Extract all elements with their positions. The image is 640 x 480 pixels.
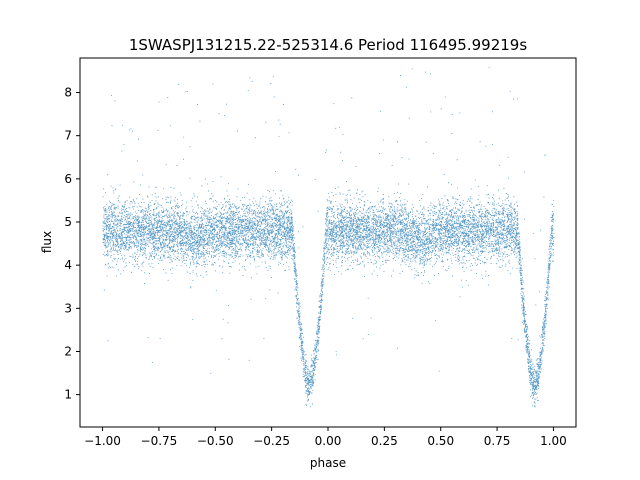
y-axis-ticks: 1 2 3 4 5 6 7 8 (64, 86, 80, 402)
y-tick-label: 8 (64, 86, 72, 100)
x-tick-label: 0.00 (315, 434, 342, 448)
chart-title: 1SWASPJ131215.22-525314.6 Period 116495.… (129, 36, 527, 54)
y-tick-label: 7 (64, 129, 72, 143)
y-tick-label: 6 (64, 172, 72, 186)
y-tick-label: 5 (64, 215, 72, 229)
x-axis-ticks: −1.00 −0.75 −0.50 −0.25 0.00 0.25 0.50 0.75 1.00 (84, 427, 567, 448)
y-tick-label: 3 (64, 301, 72, 315)
x-axis-label: phase (310, 456, 346, 470)
data-points (102, 67, 555, 408)
y-axis-label: flux (40, 231, 54, 253)
x-tick-label: 0.75 (484, 434, 511, 448)
x-tick-label: 0.50 (427, 434, 454, 448)
x-tick-label: −0.75 (141, 434, 178, 448)
y-tick-label: 1 (64, 388, 72, 402)
y-tick-label: 2 (64, 344, 72, 358)
x-tick-label: −0.50 (197, 434, 234, 448)
x-tick-label: −0.25 (253, 434, 290, 448)
x-tick-label: −1.00 (84, 434, 121, 448)
scatter-points (102, 67, 555, 408)
x-tick-label: 0.25 (371, 434, 398, 448)
y-tick-label: 4 (64, 258, 72, 272)
x-tick-label: 1.00 (540, 434, 567, 448)
